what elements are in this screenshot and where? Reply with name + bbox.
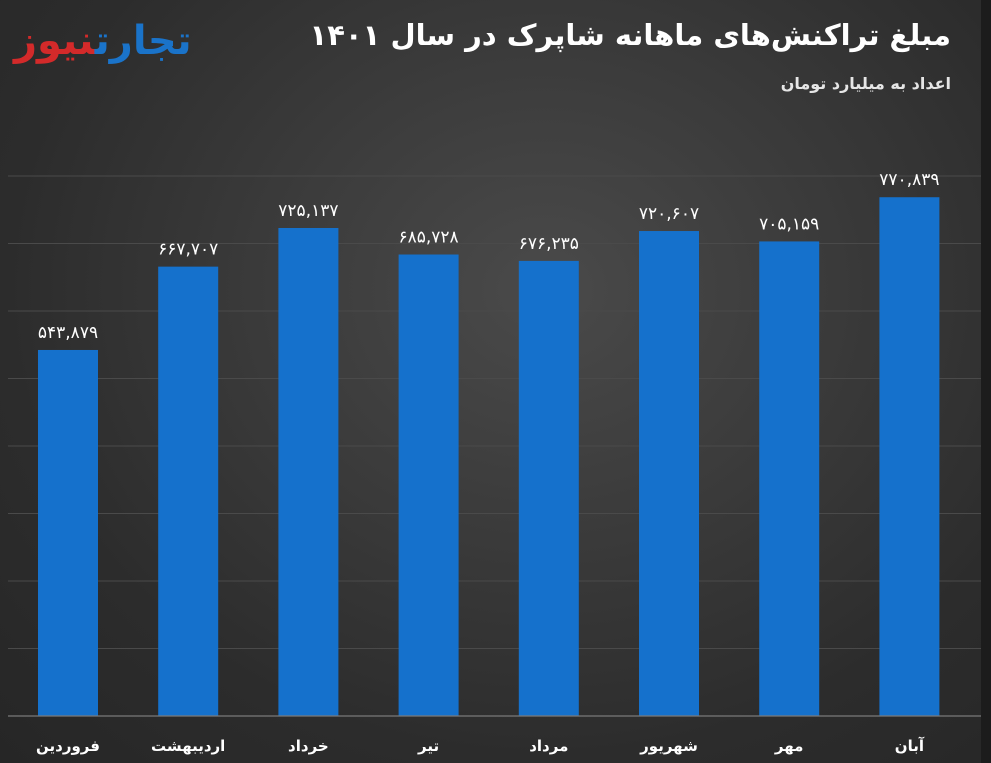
category-label-6: شهریور	[639, 737, 698, 755]
category-label-7: مهر	[774, 737, 804, 755]
bar-4	[398, 254, 459, 716]
bar-3	[278, 227, 339, 717]
category-label-1: فروردین	[36, 737, 100, 755]
bar-1	[38, 349, 98, 716]
value-label-5: ۶۷۶,۲۳۵	[519, 234, 579, 254]
value-label-3: ۷۲۵,۱۳۷	[278, 201, 338, 221]
value-label-1: ۵۴۳,۸۷۹	[38, 323, 98, 343]
logo: تجارتنیوز	[14, 18, 193, 64]
category-label-2: اردیبهشت	[151, 737, 225, 755]
value-label-6: ۷۲۰,۶۰۷	[639, 204, 699, 224]
value-label-8: ۷۷۰,۸۳۹	[879, 170, 939, 190]
category-labels: فروردین اردیبهشت خرداد تیر مرداد شهریور مهر آبا…	[36, 737, 925, 755]
bar-7	[759, 241, 820, 717]
category-label-3: خرداد	[288, 737, 329, 755]
chart-title: مبلغ تراکنش‌های ماهانه شاپرک در سال ۱۴۰۱	[309, 18, 951, 52]
category-label-4: تیر	[417, 737, 439, 755]
value-label-2: ۶۶۷,۷۰۷	[158, 240, 218, 260]
category-label-5: مرداد	[529, 737, 568, 755]
grid-lines	[8, 175, 981, 649]
value-labels: ۵۴۳,۸۷۹ ۶۶۷,۷۰۷ ۷۲۵,۱۳۷ ۶۸۵,۷۲۸ ۶۷۶,۲۳۵ ۷۲۰,۶…	[38, 170, 940, 343]
bar-2	[158, 266, 219, 716]
logo-text-part1: تجارت	[94, 18, 193, 64]
category-label-8: آبان	[895, 737, 925, 755]
chart-subtitle: اعداد به میلیارد تومان	[780, 74, 951, 93]
bars	[38, 197, 940, 717]
right-edge-bar	[981, 0, 991, 763]
bar-6	[639, 231, 699, 716]
logo-text-part2: نیوز	[14, 18, 96, 64]
value-label-4: ۶۸۵,۷۲۸	[398, 228, 458, 248]
bar-8	[879, 197, 940, 717]
bar-5	[518, 260, 579, 716]
value-label-7: ۷۰۵,۱۵۹	[759, 214, 819, 234]
